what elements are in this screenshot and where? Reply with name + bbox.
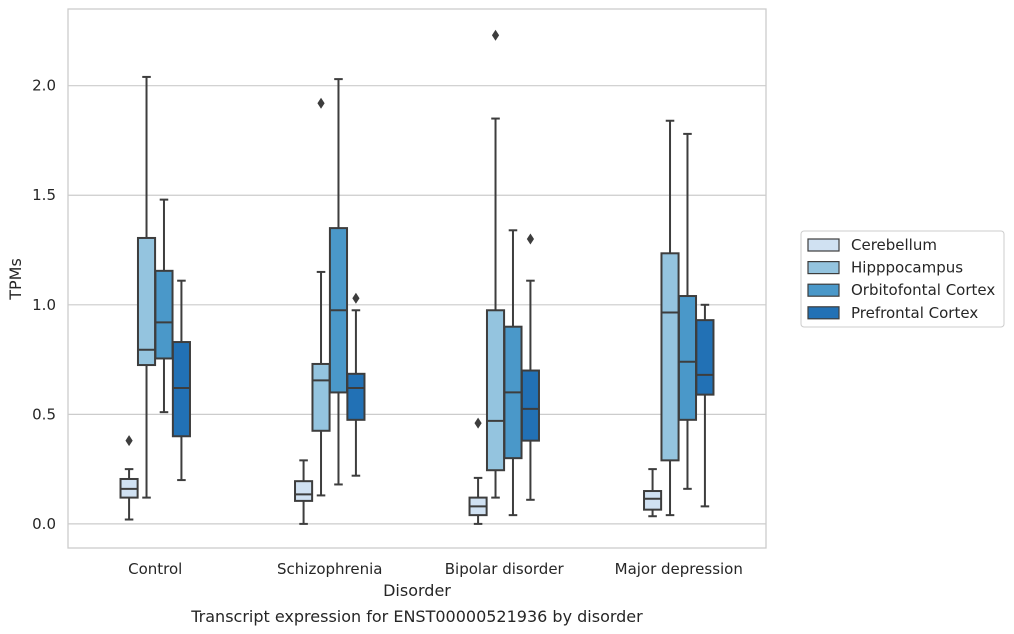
- legend-item: Cerebellum: [807, 236, 937, 254]
- x-tick-label: Schizophrenia: [277, 560, 382, 578]
- box-iqr: [643, 490, 663, 511]
- box-0-0: [119, 435, 139, 521]
- x-tick-labels: Control Schizophrenia Bipolar disorder Majo…: [128, 560, 743, 578]
- box-2-2: [503, 229, 523, 517]
- box-1-2: [485, 29, 506, 499]
- x-tick-label: Major depression: [615, 560, 743, 578]
- outlier-point: [317, 97, 325, 109]
- y-tick-label: 1.5: [32, 186, 56, 204]
- legend-swatch: [807, 283, 840, 297]
- legend-label: Orbitofontal Cortex: [851, 281, 995, 299]
- legend: Cerebellum Hipppocampus Orbitofontal Corte…: [800, 230, 1005, 328]
- box-iqr: [311, 362, 331, 432]
- outlier-point: [125, 435, 133, 447]
- x-axis-title: Disorder: [383, 581, 451, 600]
- box-3-1: [346, 292, 366, 477]
- box-2-0: [154, 198, 174, 414]
- box-iqr: [136, 236, 157, 367]
- legend-item: Orbitofontal Cortex: [807, 281, 995, 299]
- box-2-1: [328, 78, 349, 486]
- box-groups: [119, 29, 715, 525]
- y-tick-label: 0.5: [32, 405, 56, 423]
- box-1-3: [660, 119, 680, 517]
- legend-swatch: [807, 261, 840, 275]
- y-tick-label: 1.0: [32, 296, 56, 314]
- y-tick-label: 0.0: [32, 515, 56, 533]
- box-iqr: [171, 341, 191, 438]
- box-1-1: [311, 97, 331, 497]
- legend-swatch: [807, 238, 840, 252]
- outlier-point: [474, 417, 482, 429]
- legend-label: Cerebellum: [851, 236, 937, 254]
- box-iqr: [346, 372, 366, 421]
- box-1-0: [136, 75, 157, 499]
- outlier-point: [491, 29, 500, 41]
- y-axis-title: TPMs: [6, 258, 25, 301]
- legend-item: Prefrontal Cortex: [807, 304, 978, 322]
- x-tick-label: Control: [128, 560, 182, 578]
- y-tick-labels: 0.0 0.5 1.0 1.5 2.0: [32, 77, 56, 533]
- box-iqr: [485, 309, 506, 472]
- box-iqr: [660, 252, 680, 462]
- y-tick-label: 2.0: [32, 77, 56, 95]
- box-0-1: [294, 459, 314, 525]
- box-0-3: [643, 468, 663, 518]
- plot-frame: [67, 8, 767, 549]
- legend-label: Prefrontal Cortex: [851, 304, 978, 322]
- box-3-0: [171, 279, 191, 482]
- outlier-point: [526, 233, 535, 245]
- legend-swatch: [807, 306, 840, 320]
- box-iqr: [695, 319, 715, 396]
- box-3-3: [695, 303, 715, 508]
- legend-label: Hipppocampus: [851, 259, 963, 277]
- box-iqr: [677, 295, 698, 421]
- box-iqr: [520, 369, 540, 442]
- legend-item: Hipppocampus: [807, 259, 963, 277]
- box-0-2: [468, 417, 488, 525]
- box-iqr: [154, 269, 174, 360]
- box-2-3: [677, 132, 698, 490]
- outlier-point: [352, 292, 360, 304]
- legend-frame: [800, 230, 1005, 328]
- chart-caption: Transcript expression for ENST0000052193…: [190, 607, 643, 626]
- box-3-2: [520, 233, 540, 501]
- box-iqr: [294, 480, 314, 502]
- x-tick-label: Bipolar disorder: [445, 560, 565, 578]
